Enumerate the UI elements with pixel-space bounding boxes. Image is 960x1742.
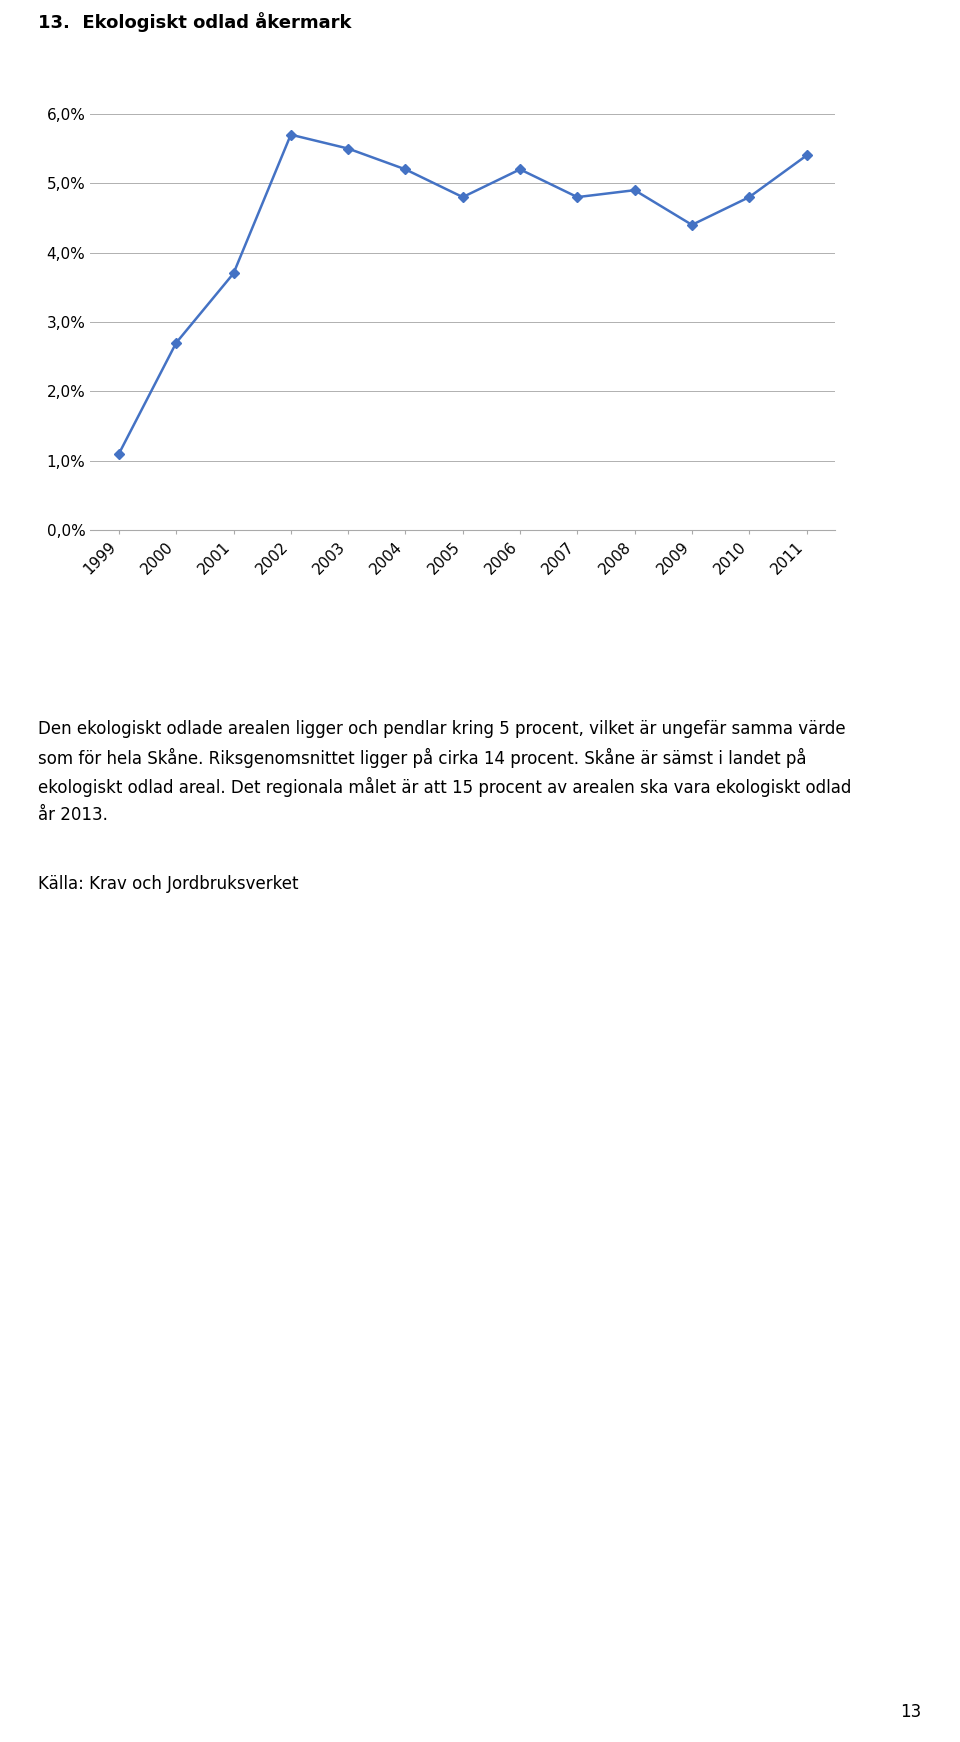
Text: Den ekologiskt odlade arealen ligger och pendlar kring 5 procent, vilket är unge: Den ekologiskt odlade arealen ligger och… <box>38 719 852 824</box>
Text: 13: 13 <box>900 1704 922 1721</box>
Text: Källa: Krav och Jordbruksverket: Källa: Krav och Jordbruksverket <box>38 874 299 894</box>
Text: 13.  Ekologiskt odlad åkermark: 13. Ekologiskt odlad åkermark <box>38 12 352 31</box>
